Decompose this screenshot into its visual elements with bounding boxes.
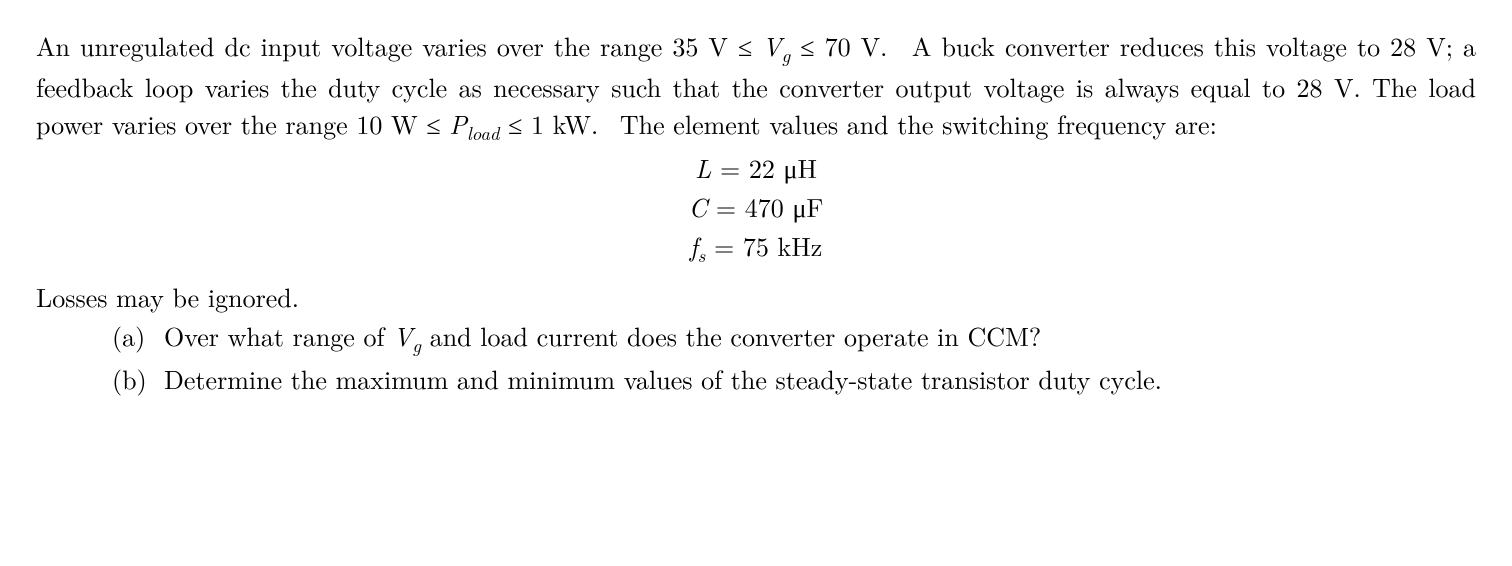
parts-list: (a) Over what range of Vg and load curre…	[36, 318, 1476, 398]
problem-statement: An unregulated dc input voltage varies o…	[36, 28, 1476, 398]
part-b: (b) Determine the maximum and minimum va…	[112, 361, 1476, 398]
part-a-text: Over what range of Vg and load current d…	[164, 318, 1476, 359]
part-b-text: Determine the maximum and minimum values…	[164, 361, 1476, 398]
part-b-label: (b)	[112, 361, 164, 398]
part-a-label: (a)	[112, 318, 164, 355]
part-a: (a) Over what range of Vg and load curre…	[112, 318, 1476, 359]
intro-paragraph: An unregulated dc input voltage varies o…	[36, 28, 1476, 146]
equation-block: L = 22 μH C = 470 μF fs = 75 kHz	[36, 150, 1476, 269]
equation-fs: fs = 75 kHz	[36, 228, 1476, 269]
losses-note: Losses may be ignored.	[36, 279, 1476, 316]
equation-L: L = 22 μH	[36, 150, 1476, 187]
equation-C: C = 470 μF	[36, 189, 1476, 226]
